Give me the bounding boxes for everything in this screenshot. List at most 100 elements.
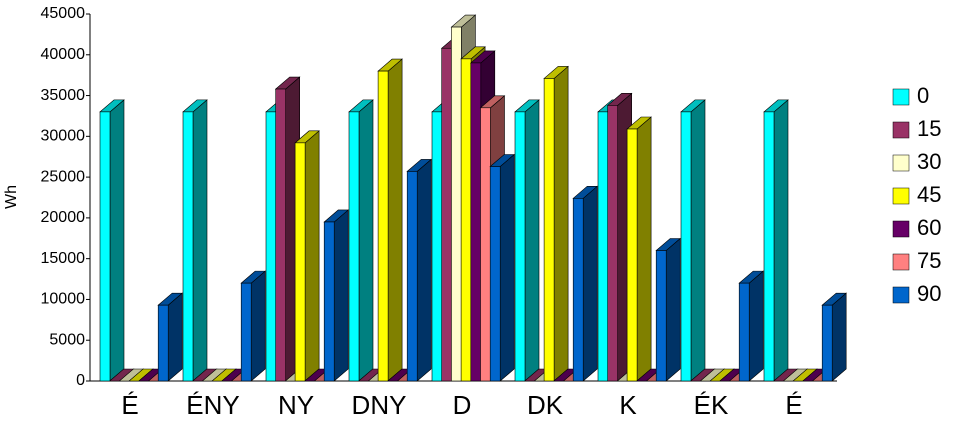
y-tick-label: 45000 [41,5,86,22]
bar-front [182,111,194,382]
bar-front [431,111,443,382]
bar-front [680,111,692,382]
bar-front [275,88,287,382]
x-tick-label: K [619,390,637,420]
bar-front [99,111,111,382]
x-tick-label: DK [527,390,564,420]
bar-front [377,70,389,382]
legend-swatch [892,286,910,304]
bar-front [514,111,526,382]
bar-front [406,171,418,382]
bar [323,209,350,382]
x-tick-label: ÉK [694,390,729,420]
bar [821,292,848,382]
bar-front [294,142,306,382]
bar-front [265,111,277,382]
bar [680,99,706,382]
bar-front [738,282,750,382]
legend-swatch [892,187,910,205]
bar-side [192,99,208,382]
bar [763,99,789,382]
bar-side [167,292,183,382]
bar-side [773,99,789,382]
bar-front [489,166,501,382]
x-tick-label: ÉNY [186,390,239,420]
bar-side [582,185,598,382]
bar-side [387,58,403,382]
bar-front [626,128,638,382]
bar-front [441,47,453,382]
bar-side [358,99,374,382]
legend-swatch [892,154,910,172]
bar-front [480,107,491,382]
bar-side [416,158,432,382]
bar [626,116,652,382]
bar [489,153,516,382]
x-tick-label: É [121,390,138,420]
bar-side [304,130,320,382]
x-tick-label: DNY [352,390,407,420]
bar [182,99,208,382]
bar-front [572,198,584,382]
x-tick-label: NY [278,390,314,420]
legend-label: 30 [917,149,941,174]
y-tick-label: 30000 [41,128,86,145]
bar-side [250,270,266,382]
bar-front [763,111,775,382]
bar [655,237,682,382]
y-tick-label: 25000 [41,168,86,185]
bar-front [460,58,472,382]
bar [406,158,433,382]
bar [294,130,320,382]
legend-label: 15 [917,116,941,141]
bar-side [690,99,706,382]
bar [157,292,184,382]
bar-front [240,282,252,382]
bar-front [597,111,609,382]
legend-swatch [892,121,910,139]
bar [738,270,765,382]
y-tick-label: 35000 [41,87,86,104]
legend-swatch [892,253,910,271]
legend-label: 90 [917,281,941,306]
bar-front [470,62,482,382]
y-tick-label: 15000 [41,250,86,267]
y-tick-label: 40000 [41,46,86,63]
bar-side [665,237,681,382]
y-tick-label: 5000 [49,331,85,348]
x-tick-label: É [785,390,802,420]
bar-side [831,292,847,382]
x-tick-label: D [453,390,472,420]
bar [377,58,403,382]
bar [240,270,267,382]
bar [348,99,374,382]
legend-label: 60 [917,215,941,240]
bar-side [109,99,125,382]
bar-front [543,78,555,382]
y-tick-label: 20000 [41,209,86,226]
legend-label: 0 [917,83,929,108]
bar-side [553,65,569,382]
bar-front [348,111,360,382]
y-tick-label: 0 [76,372,85,389]
bar [514,99,540,382]
legend-label: 75 [917,248,941,273]
bar-side [333,209,349,382]
bar [572,185,599,382]
bar [99,99,125,382]
bar [543,65,569,382]
bar-side [499,153,515,382]
y-axis-label: Wh [3,185,20,209]
bar-front [323,221,335,382]
legend-swatch [892,220,910,238]
legend-swatch [892,88,910,106]
bar-front [821,304,833,382]
bar-front [655,250,667,382]
bar-front [157,304,169,382]
y-tick-label: 10000 [41,291,86,308]
bar-front [607,105,619,382]
bar-side [636,116,652,382]
legend-label: 45 [917,182,941,207]
bar-side [748,270,764,382]
